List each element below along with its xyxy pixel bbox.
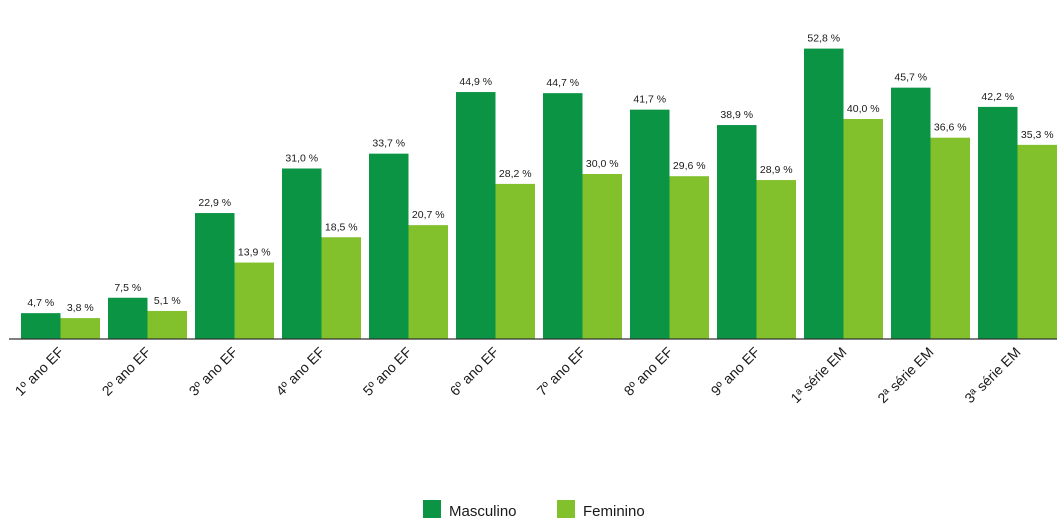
value-label-masculino-2: 22,9 % (198, 197, 231, 209)
value-label-masculino-0: 4,7 % (27, 297, 54, 309)
value-label-feminino-3: 18,5 % (325, 221, 358, 233)
value-label-feminino-5: 28,2 % (499, 168, 532, 180)
value-label-feminino-1: 5,1 % (154, 295, 181, 307)
value-label-feminino-6: 30,0 % (586, 158, 619, 170)
value-label-masculino-10: 45,7 % (894, 72, 927, 84)
bar-feminino-9 (843, 119, 883, 339)
x-tick-label-0: 1º ano EF (12, 344, 67, 399)
bar-masculino-0 (21, 313, 61, 339)
value-label-masculino-5: 44,9 % (459, 76, 492, 88)
legend-label-masculino: Masculino (449, 503, 517, 518)
legend-label-feminino: Feminino (583, 503, 645, 518)
x-tick-label-7: 8º ano EF (621, 344, 676, 399)
x-tick-label-1: 2º ano EF (99, 344, 154, 399)
bar-feminino-0 (60, 318, 100, 339)
value-label-feminino-8: 28,9 % (760, 164, 793, 176)
value-label-masculino-1: 7,5 % (114, 282, 141, 294)
bar-feminino-6 (582, 174, 622, 339)
value-label-feminino-7: 29,6 % (673, 160, 706, 172)
bar-masculino-8 (717, 125, 757, 339)
x-tick-label-5: 6º ano EF (447, 344, 502, 399)
bar-feminino-8 (756, 180, 796, 339)
value-labels-group: 4,7 % 3,8 % 7,5 % 5,1 % 22,9 % 13,9 % 31,0 % 18… (27, 33, 1053, 315)
x-tick-labels-group: 1º ano EF 2º ano EF 3º ano EF 4º ano EF 5º a… (12, 344, 1024, 406)
x-tick-label-4: 5º ano EF (360, 344, 415, 399)
bar-feminino-3 (321, 237, 361, 339)
x-tick-label-9: 1ª série EM (787, 344, 849, 406)
bar-masculino-10 (891, 87, 931, 340)
bar-masculino-6 (543, 93, 583, 340)
value-label-feminino-9: 40,0 % (847, 103, 880, 115)
bar-masculino-1 (108, 297, 148, 339)
value-label-feminino-11: 35,3 % (1021, 129, 1054, 141)
value-label-masculino-4: 33,7 % (372, 138, 405, 150)
bar-masculino-3 (282, 168, 322, 339)
value-label-masculino-6: 44,7 % (546, 77, 579, 89)
legend-swatch-feminino (557, 500, 575, 518)
bar-feminino-10 (930, 137, 970, 339)
value-label-masculino-3: 31,0 % (285, 153, 318, 165)
bars-group (21, 48, 1057, 340)
x-tick-label-11: 3ª série EM (961, 344, 1023, 406)
bar-masculino-2 (195, 213, 235, 339)
bar-masculino-4 (369, 153, 409, 339)
x-tick-label-2: 3º ano EF (186, 344, 241, 399)
x-tick-label-6: 7º ano EF (534, 344, 589, 399)
bar-feminino-7 (669, 176, 709, 339)
value-label-masculino-11: 42,2 % (981, 91, 1014, 103)
value-label-masculino-7: 41,7 % (633, 94, 666, 106)
bar-feminino-2 (234, 262, 274, 339)
value-label-feminino-2: 13,9 % (238, 247, 271, 259)
bar-masculino-9 (804, 48, 844, 339)
legend-swatch-masculino (423, 500, 441, 518)
x-tick-label-3: 4º ano EF (273, 344, 328, 399)
bar-feminino-11 (1017, 144, 1057, 339)
bar-feminino-1 (147, 310, 187, 339)
legend: Masculino Feminino (423, 500, 645, 518)
bar-feminino-4 (408, 225, 448, 339)
value-label-masculino-8: 38,9 % (720, 109, 753, 121)
x-tick-label-10: 2ª série EM (874, 344, 936, 406)
value-label-masculino-9: 52,8 % (807, 33, 840, 45)
bar-masculino-11 (978, 106, 1018, 340)
bar-feminino-5 (495, 183, 535, 339)
x-tick-label-8: 9º ano EF (708, 344, 763, 399)
value-label-feminino-10: 36,6 % (934, 122, 967, 134)
value-label-feminino-4: 20,7 % (412, 209, 445, 221)
bar-masculino-5 (456, 92, 496, 339)
value-label-feminino-0: 3,8 % (67, 302, 94, 314)
bar-masculino-7 (630, 109, 670, 340)
